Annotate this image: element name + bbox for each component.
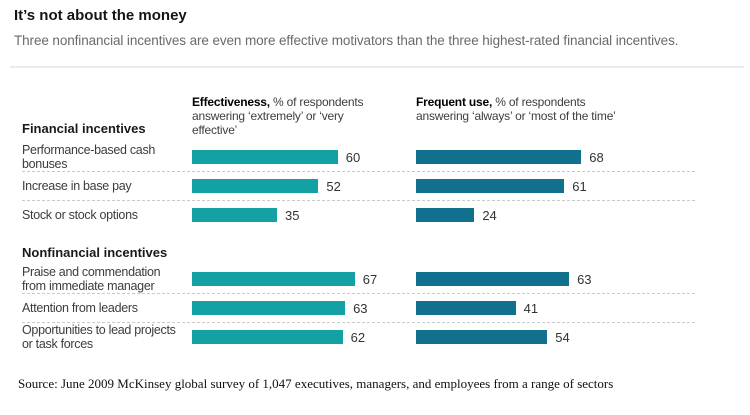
frequent-use-value: 41 bbox=[523, 300, 539, 316]
frequent-use-cell: 41 bbox=[416, 301, 695, 316]
frequent-use-cell: 24 bbox=[416, 208, 695, 223]
divider-line bbox=[10, 66, 744, 68]
effectiveness-cell: 52 bbox=[192, 179, 416, 194]
bar-chart: Financial incentives Effectiveness, % of… bbox=[22, 95, 695, 351]
frequent-use-cell: 61 bbox=[416, 179, 695, 194]
effectiveness-value: 35 bbox=[285, 207, 300, 223]
source-note: Source: June 2009 McKinsey global survey… bbox=[18, 376, 614, 391]
category-label: Stock or stock options bbox=[22, 208, 138, 222]
frequent-use-bar bbox=[416, 208, 475, 222]
chart-row: Performance-based cash bonuses 60 68 bbox=[22, 143, 695, 172]
frequent-use-cell: 63 bbox=[416, 272, 695, 287]
column-header-frequent-use: Frequent use, % of respondents answering… bbox=[416, 95, 695, 123]
effectiveness-bar bbox=[192, 301, 346, 315]
page-title: It’s not about the money bbox=[14, 7, 187, 24]
chart-row: Praise and commendation from immediate m… bbox=[22, 265, 695, 294]
frequent-use-bar bbox=[416, 301, 516, 315]
frequent-use-value: 24 bbox=[482, 207, 497, 223]
column-header-line: answering ‘extremely’ or ‘very bbox=[192, 109, 344, 123]
effectiveness-value: 67 bbox=[362, 271, 378, 287]
chart-row: Attention from leaders 63 41 bbox=[22, 294, 695, 323]
frequent-use-cell: 54 bbox=[416, 330, 695, 345]
frequent-use-bar bbox=[416, 272, 570, 286]
category-label: Opportunities to lead projects or task f… bbox=[22, 323, 176, 351]
frequent-use-value: 54 bbox=[555, 329, 570, 345]
column-header-bold: Frequent use, bbox=[416, 95, 493, 109]
page-subtitle: Three nonfinancial incentives are even m… bbox=[14, 33, 679, 48]
frequent-use-bar bbox=[416, 150, 582, 164]
effectiveness-value: 52 bbox=[326, 178, 341, 194]
category-label: Praise and commendation from immediate m… bbox=[22, 265, 161, 293]
category-label: Increase in base pay bbox=[22, 179, 132, 193]
effectiveness-bar bbox=[192, 208, 278, 222]
effectiveness-cell: 60 bbox=[192, 150, 416, 165]
frequent-use-bar bbox=[416, 179, 565, 193]
effectiveness-cell: 67 bbox=[192, 272, 416, 287]
effectiveness-cell: 35 bbox=[192, 208, 416, 223]
chart-header-row: Financial incentives Effectiveness, % of… bbox=[22, 95, 695, 137]
category-label: Performance-based cash bonuses bbox=[22, 143, 156, 171]
effectiveness-bar bbox=[192, 330, 343, 344]
chart-row: Opportunities to lead projects or task f… bbox=[22, 323, 695, 351]
category-label: Attention from leaders bbox=[22, 301, 138, 315]
financial-rows: Performance-based cash bonuses 60 68 Inc… bbox=[22, 143, 695, 229]
frequent-use-bar bbox=[416, 330, 548, 344]
effectiveness-value: 62 bbox=[350, 329, 366, 345]
frequent-use-cell: 68 bbox=[416, 150, 695, 165]
column-header-line: Frequent use, % of respondents bbox=[416, 95, 695, 109]
chart-row: Increase in base pay 52 61 bbox=[22, 172, 695, 201]
column-header-line: Effectiveness, % of respondents bbox=[192, 95, 416, 109]
effectiveness-cell: 62 bbox=[192, 330, 416, 345]
effectiveness-value: 60 bbox=[345, 149, 361, 165]
effectiveness-bar bbox=[192, 272, 355, 286]
frequent-use-value: 61 bbox=[572, 178, 587, 194]
column-header-line: effective’ bbox=[192, 123, 238, 137]
effectiveness-bar bbox=[192, 150, 338, 164]
column-header-bold: Effectiveness, bbox=[192, 95, 270, 109]
column-header-line: answering ‘always’ or ‘most of the time’ bbox=[416, 109, 616, 123]
nonfinancial-rows: Praise and commendation from immediate m… bbox=[22, 265, 695, 351]
frequent-use-value: 68 bbox=[589, 149, 604, 165]
effectiveness-value: 63 bbox=[353, 300, 368, 316]
effectiveness-bar bbox=[192, 179, 319, 193]
column-header-rest: % of respondents bbox=[269, 95, 364, 109]
column-header-effectiveness: Effectiveness, % of respondents answerin… bbox=[192, 95, 416, 137]
chart-row: Stock or stock options 35 24 bbox=[22, 201, 695, 229]
group-label-nonfinancial: Nonfinancial incentives bbox=[22, 245, 168, 260]
column-header-rest: % of respondents bbox=[492, 95, 586, 109]
frequent-use-value: 63 bbox=[577, 271, 592, 287]
effectiveness-cell: 63 bbox=[192, 301, 416, 316]
group-label-financial: Financial incentives bbox=[22, 121, 146, 136]
